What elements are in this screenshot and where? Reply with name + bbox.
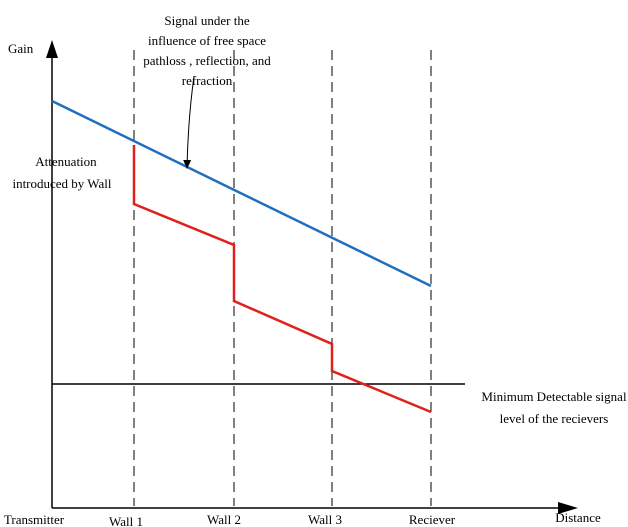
free-space-annotation-line-4: refraction: [182, 73, 233, 88]
wall-attenuated-signal-line: [132, 145, 432, 414]
wall-2-label: Wall 2: [207, 512, 241, 527]
wall-attenuation-annotation-line-1: Attenuation: [35, 154, 97, 169]
free-space-annotation-arrow: [183, 75, 195, 169]
wall-3-label: Wall 3: [308, 512, 342, 527]
free-space-annotation-line-3: pathloss , reflection, and: [143, 53, 271, 68]
free-space-annotation-line-1: Signal under the: [164, 13, 249, 28]
transmitter-label: Transmitter: [4, 512, 65, 527]
minimum-level-annotation-line-2: level of the recievers: [500, 411, 609, 426]
y-axis-label: Gain: [8, 41, 34, 56]
wall-attenuation-annotation-line-2: introduced by Wall: [12, 176, 111, 191]
x-axis-arrowhead: [558, 502, 578, 514]
free-space-signal-line: [51, 99, 432, 288]
x-axis-label: Distance: [555, 510, 601, 525]
receiver-label: Reciever: [409, 512, 456, 527]
wall-1-label: Wall 1: [109, 514, 143, 527]
minimum-level-annotation-line-1: Minimum Detectable signal: [481, 389, 627, 404]
free-space-annotation-line-2: influence of free space: [148, 33, 266, 48]
y-axis-arrowhead: [46, 40, 58, 58]
